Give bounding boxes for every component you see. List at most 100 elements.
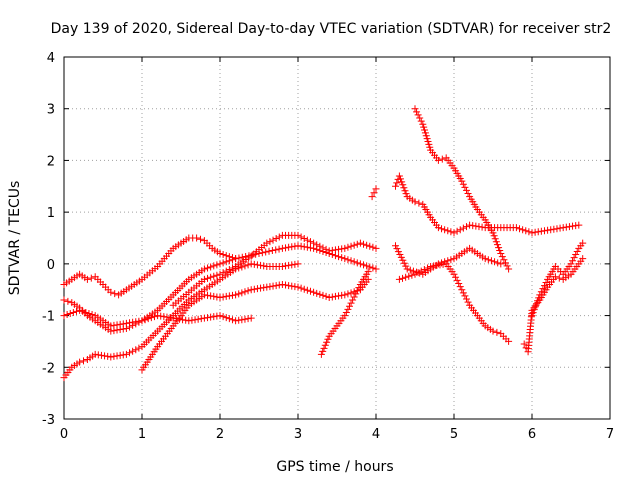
data-point <box>154 312 162 320</box>
data-point <box>324 335 332 343</box>
data-point <box>266 283 274 291</box>
data-point <box>393 245 401 253</box>
x-tick-label: 3 <box>294 427 302 442</box>
data-point <box>275 281 283 289</box>
data-point <box>107 353 115 361</box>
data-point <box>503 262 511 270</box>
data-point <box>542 278 550 286</box>
data-point <box>353 287 361 295</box>
data-point <box>241 288 249 296</box>
data-point <box>300 285 308 293</box>
data-point <box>370 189 378 197</box>
data-point <box>368 193 376 201</box>
data-point <box>411 198 419 206</box>
data-point <box>372 185 380 193</box>
data-point <box>222 252 230 260</box>
data-point <box>107 288 115 296</box>
data-point <box>225 292 233 300</box>
data-point <box>150 313 158 321</box>
data-point <box>263 239 271 247</box>
data-point <box>393 179 401 187</box>
data-point <box>222 292 230 300</box>
data-point <box>219 293 227 301</box>
x-tick-label: 2 <box>216 427 224 442</box>
data-point <box>235 316 243 324</box>
data-point <box>213 312 221 320</box>
data-point <box>275 245 283 253</box>
data-point <box>341 244 349 252</box>
data-point <box>282 262 290 270</box>
data-point <box>179 316 187 324</box>
data-point <box>430 262 438 270</box>
data-point <box>356 260 364 268</box>
data-point <box>325 293 333 301</box>
data-point <box>247 286 255 294</box>
data-point <box>350 241 358 249</box>
data-point <box>439 260 447 268</box>
x-tick-label: 5 <box>450 427 458 442</box>
data-point <box>464 190 472 198</box>
y-tick-label: -1 <box>42 310 55 325</box>
data-point <box>132 346 140 354</box>
data-point <box>400 259 408 267</box>
data-point <box>238 289 246 297</box>
data-point <box>88 311 96 319</box>
data-point <box>556 224 564 232</box>
data-point <box>402 262 410 270</box>
data-point <box>64 297 72 305</box>
data-point <box>331 246 339 254</box>
data-point <box>119 320 127 328</box>
data-point <box>207 292 215 300</box>
data-point <box>282 281 290 289</box>
data-point <box>487 257 495 265</box>
data-point <box>204 274 212 282</box>
data-point <box>565 223 573 231</box>
y-tick-label: 3 <box>47 103 55 118</box>
data-point <box>355 284 363 292</box>
data-point <box>297 242 305 250</box>
data-point <box>491 235 499 243</box>
data-point <box>80 357 87 365</box>
data-point <box>200 265 208 273</box>
data-point <box>319 244 327 252</box>
data-point <box>322 292 330 300</box>
data-point <box>253 261 261 269</box>
data-point <box>323 338 331 346</box>
data-point <box>539 285 547 293</box>
data-point <box>266 238 274 246</box>
data-point <box>213 271 221 279</box>
data-point <box>369 264 377 272</box>
data-point <box>347 257 355 265</box>
data-point <box>244 261 252 269</box>
data-point <box>347 299 355 307</box>
data-point <box>397 253 405 261</box>
data-point <box>447 256 455 264</box>
data-point <box>300 243 308 251</box>
data-point <box>573 247 581 255</box>
data-point <box>83 275 91 283</box>
data-point <box>113 352 121 360</box>
data-point <box>144 315 152 323</box>
data-point <box>345 302 353 310</box>
data-point <box>472 222 480 230</box>
data-point <box>216 260 224 268</box>
data-point <box>500 256 508 264</box>
data-point <box>191 316 199 324</box>
data-point <box>456 226 464 234</box>
data-point <box>403 265 411 273</box>
data-point <box>244 315 252 323</box>
data-point <box>122 319 130 327</box>
data-point <box>87 274 95 282</box>
data-point <box>294 283 302 291</box>
data-point <box>188 316 196 324</box>
data-point <box>570 254 578 262</box>
data-point <box>278 244 286 252</box>
data-point <box>197 235 204 243</box>
data-point <box>399 274 407 282</box>
data-point <box>111 290 119 298</box>
data-point <box>228 316 236 324</box>
data-point <box>530 306 538 314</box>
data-point <box>528 229 536 237</box>
data-point <box>360 240 368 248</box>
